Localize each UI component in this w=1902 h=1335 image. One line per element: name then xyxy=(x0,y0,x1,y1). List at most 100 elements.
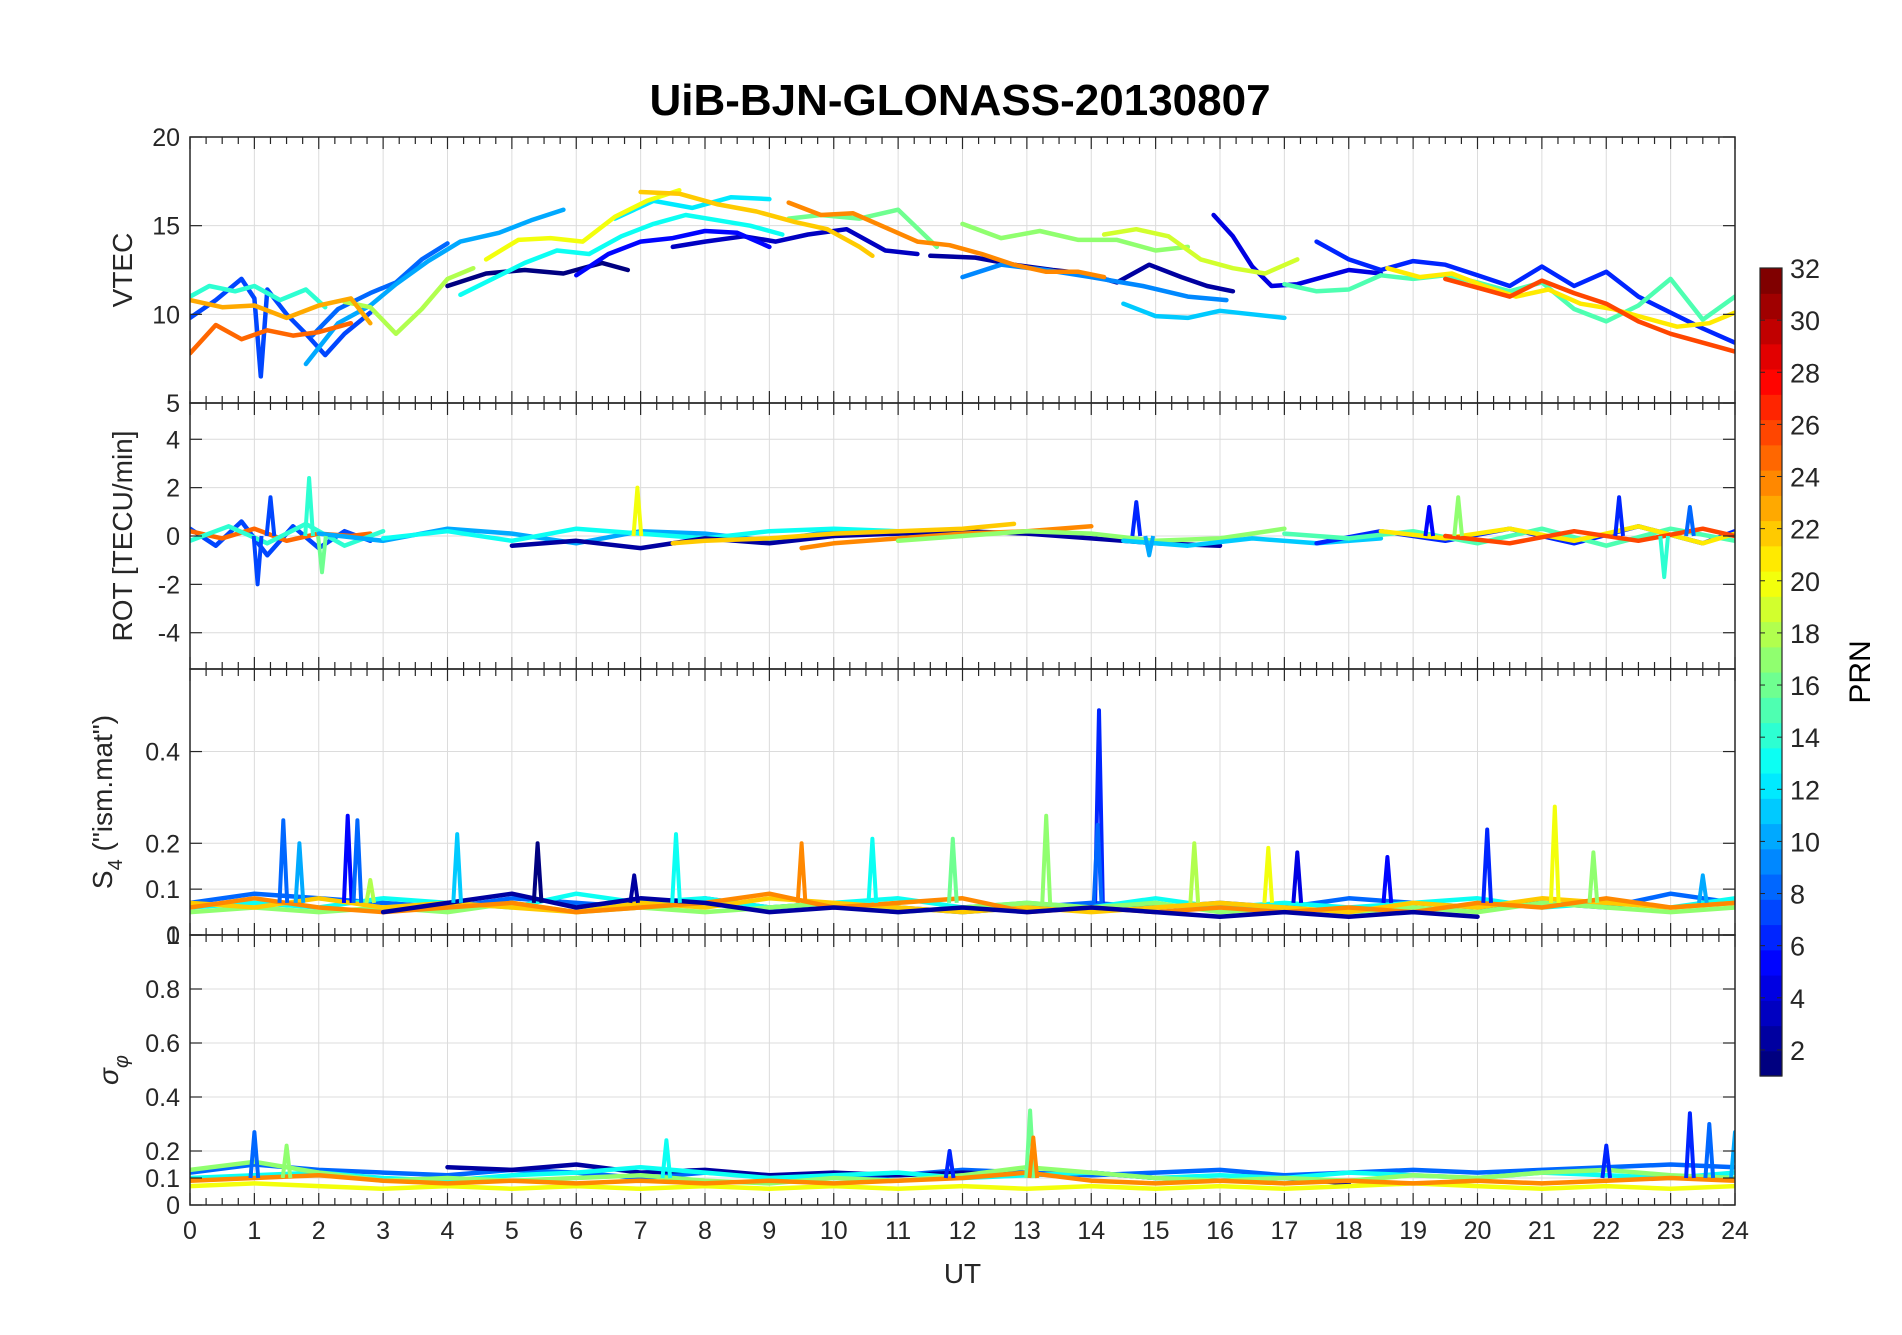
spike-prn-13 xyxy=(866,836,879,904)
series-line-prn-21 xyxy=(1378,524,1735,546)
colorbar-frame xyxy=(1759,267,1783,1077)
series-line-prn-13 xyxy=(458,212,785,298)
x-tick-label: 13 xyxy=(1013,1217,1041,1245)
series-line-prn-20 xyxy=(190,1181,1735,1192)
spike-prn-11 xyxy=(451,832,463,904)
y-tick-label: 0.2 xyxy=(145,1138,180,1166)
series-line-prn-12 xyxy=(612,195,772,221)
x-tick-label: 21 xyxy=(1528,1217,1556,1245)
x-tick-label: 16 xyxy=(1206,1217,1234,1245)
spike-prn-18 xyxy=(1188,841,1201,904)
y-tick-label: 0 xyxy=(166,523,180,551)
colorbar-band xyxy=(1760,444,1782,471)
colorbar-band xyxy=(1760,520,1782,547)
y-tick-label: -2 xyxy=(158,571,180,599)
series-line-prn-17 xyxy=(960,221,1191,253)
series-line-prn-10 xyxy=(303,207,566,367)
x-tick-label: 19 xyxy=(1399,1217,1427,1245)
colorbar-tick-label: 22 xyxy=(1790,515,1820,545)
colorbar-band xyxy=(1760,899,1782,926)
colorbar-band xyxy=(1760,1025,1782,1052)
y-tick-label: 15 xyxy=(152,213,180,241)
spike-prn-17 xyxy=(1040,813,1053,903)
spike-prn-14 xyxy=(303,476,315,537)
colorbar-band xyxy=(1760,621,1782,648)
y-tick-label: 0.6 xyxy=(145,1030,180,1058)
colorbar-band xyxy=(1760,470,1782,496)
colorbar-band xyxy=(1760,495,1782,522)
series-line-prn-17 xyxy=(190,1159,1735,1186)
series-line-prn-23 xyxy=(190,296,373,326)
x-tick-label: 17 xyxy=(1270,1217,1298,1245)
series-line-prn-9 xyxy=(960,262,1229,303)
y-axis-label: S4 ("ism.mat") xyxy=(87,715,127,889)
colorbar-tick-label: 30 xyxy=(1790,306,1820,336)
colorbar-band xyxy=(1760,949,1782,976)
y-tick-label: 0.1 xyxy=(145,876,180,904)
spike-prn-1 xyxy=(531,841,544,904)
x-tick-label: 1 xyxy=(247,1217,261,1245)
series-line-prn-2 xyxy=(380,891,1480,919)
x-tick-label: 24 xyxy=(1721,1217,1749,1245)
colorbar-band xyxy=(1760,646,1782,673)
series-line-prn-7 xyxy=(190,276,373,379)
series-line-prn-13 xyxy=(380,526,965,544)
series-line-prn-24 xyxy=(190,891,1735,915)
colorbar-tick-label: 20 xyxy=(1790,567,1820,597)
x-tick-label: 18 xyxy=(1335,1217,1363,1245)
colorbar-band xyxy=(1760,798,1782,825)
colorbar-band xyxy=(1760,545,1782,572)
y-tick-label: -4 xyxy=(158,620,180,648)
spike-prn-6 xyxy=(1613,495,1625,537)
series-line-prn-14 xyxy=(190,521,386,548)
colorbar-tick-label: 4 xyxy=(1790,984,1805,1014)
spike-prn-6 xyxy=(943,1149,956,1179)
colorbar-band xyxy=(1760,874,1782,900)
colorbar-label: PRN xyxy=(1844,640,1877,703)
spike-prn-8 xyxy=(277,818,290,903)
colorbar-band xyxy=(1760,823,1782,850)
series-line-prn-22 xyxy=(670,521,1017,546)
y-tick-label: 0 xyxy=(166,1192,180,1220)
y-tick-label: 0.4 xyxy=(145,739,180,767)
spike-prn-17 xyxy=(1587,850,1600,904)
spike-prn-7 xyxy=(264,495,277,537)
spike-prn-8 xyxy=(248,1130,261,1179)
x-tick-label: 5 xyxy=(505,1217,519,1245)
colorbar-tick-label: 26 xyxy=(1790,410,1820,440)
series-line-prn-2 xyxy=(509,528,1223,551)
x-tick-label: 14 xyxy=(1077,1217,1105,1245)
s4-panel: 0 0.1 0.2 0.4 S4 ("ism.mat") xyxy=(87,668,1736,950)
x-tick-label: 10 xyxy=(820,1217,848,1245)
series-line-prn-17 xyxy=(895,526,1287,544)
y-axis-label: VTEC xyxy=(107,233,138,308)
colorbar-band xyxy=(1760,672,1782,698)
spike-prn-13 xyxy=(660,1138,673,1179)
series-line-prn-21 xyxy=(1385,265,1735,329)
series-line-prn-26 xyxy=(1443,276,1735,354)
y-tick-label: 10 xyxy=(152,301,180,329)
colorbar-band xyxy=(1760,848,1782,875)
series-line-prn-24 xyxy=(786,200,1107,280)
spike-prn-8 xyxy=(1684,505,1696,537)
series-line-prn-26 xyxy=(1443,526,1735,546)
colorbar-band xyxy=(1760,1000,1782,1027)
plot-area xyxy=(190,708,1735,919)
x-tick-label: 7 xyxy=(634,1217,648,1245)
spike-prn-10 xyxy=(1729,1130,1735,1179)
colorbar-tick-label: 24 xyxy=(1790,463,1820,493)
series-line-prn-1 xyxy=(445,260,631,289)
series-line-prn-8 xyxy=(310,241,450,338)
sigma-phi-panel: 00.10.20.40.60.810 1 2 3 4 5 6 7 8 9 10 11 12 13 14 15 1… xyxy=(93,922,1749,1289)
x-tick-label: 6 xyxy=(569,1217,583,1245)
plot-area xyxy=(190,187,1735,379)
spike-prn-8 xyxy=(351,818,364,903)
y-tick-label: 20 xyxy=(152,124,180,152)
series-line-prn-22 xyxy=(638,189,875,259)
colorbar-tick-label: 14 xyxy=(1790,723,1820,753)
colorbar-tick-label: 32 xyxy=(1790,254,1820,284)
x-tick-label: 3 xyxy=(376,1217,390,1245)
spike-prn-24 xyxy=(1027,1135,1040,1179)
